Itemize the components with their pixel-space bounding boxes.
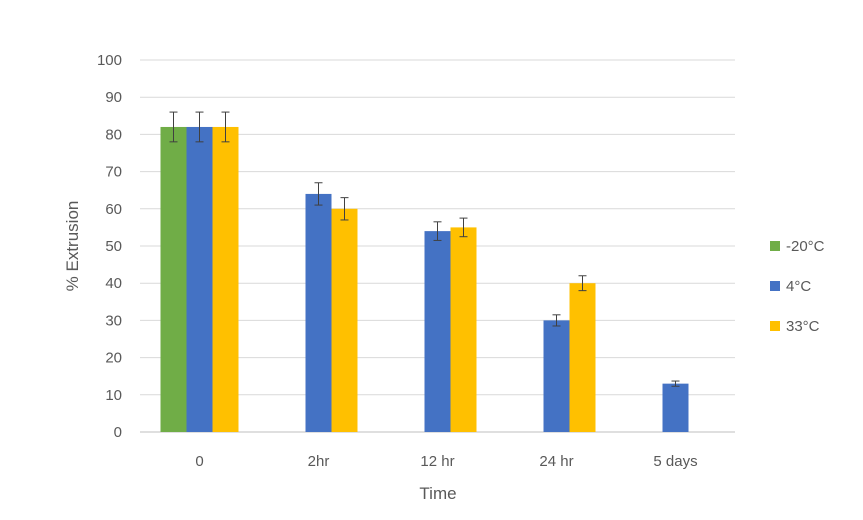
legend-swatch: [770, 321, 780, 331]
legend: -20°C 4°C 33°C: [770, 236, 825, 356]
legend-label: 4°C: [786, 277, 812, 295]
y-tick-label: 10: [105, 387, 122, 404]
bar: [305, 193, 332, 432]
x-tick-label: 0: [195, 453, 203, 470]
bar: [450, 227, 477, 432]
bar: [331, 208, 358, 432]
legend-label: 33°C: [786, 317, 820, 335]
y-tick-labels: 0 10 20 30 40 50 60 70 80 90 100: [97, 52, 122, 441]
y-tick-label: 80: [105, 126, 122, 143]
bars: [160, 126, 689, 433]
y-tick-label: 90: [105, 89, 122, 106]
x-tick-label: 24 hr: [539, 453, 573, 470]
legend-swatch: [770, 241, 780, 251]
y-tick-label: 100: [97, 52, 122, 69]
legend-item: -20°C: [770, 236, 825, 256]
y-tick-label: 0: [114, 424, 122, 441]
x-tick-label: 12 hr: [420, 453, 454, 470]
x-tick-label: 2hr: [308, 453, 330, 470]
y-tick-label: 20: [105, 350, 122, 367]
y-axis-label: % Extrusion: [63, 201, 82, 292]
x-tick-labels: 0 2hr 12 hr 24 hr 5 days: [195, 453, 697, 470]
legend-item: 33°C: [770, 316, 825, 336]
x-axis-label: Time: [419, 484, 456, 503]
x-tick-label: 5 days: [653, 453, 697, 470]
legend-item: 4°C: [770, 276, 825, 296]
y-tick-label: 50: [105, 238, 122, 255]
bar: [160, 126, 187, 433]
bar: [662, 383, 689, 432]
bar: [543, 320, 570, 432]
y-tick-label: 70: [105, 164, 122, 181]
y-tick-label: 40: [105, 275, 122, 292]
y-tick-label: 60: [105, 201, 122, 218]
error-bars: [169, 111, 680, 387]
bar: [212, 126, 239, 433]
bar: [424, 231, 451, 432]
bar: [569, 283, 596, 432]
bar: [186, 126, 213, 433]
legend-swatch: [770, 281, 780, 291]
y-tick-label: 30: [105, 312, 122, 329]
legend-label: -20°C: [786, 237, 825, 255]
